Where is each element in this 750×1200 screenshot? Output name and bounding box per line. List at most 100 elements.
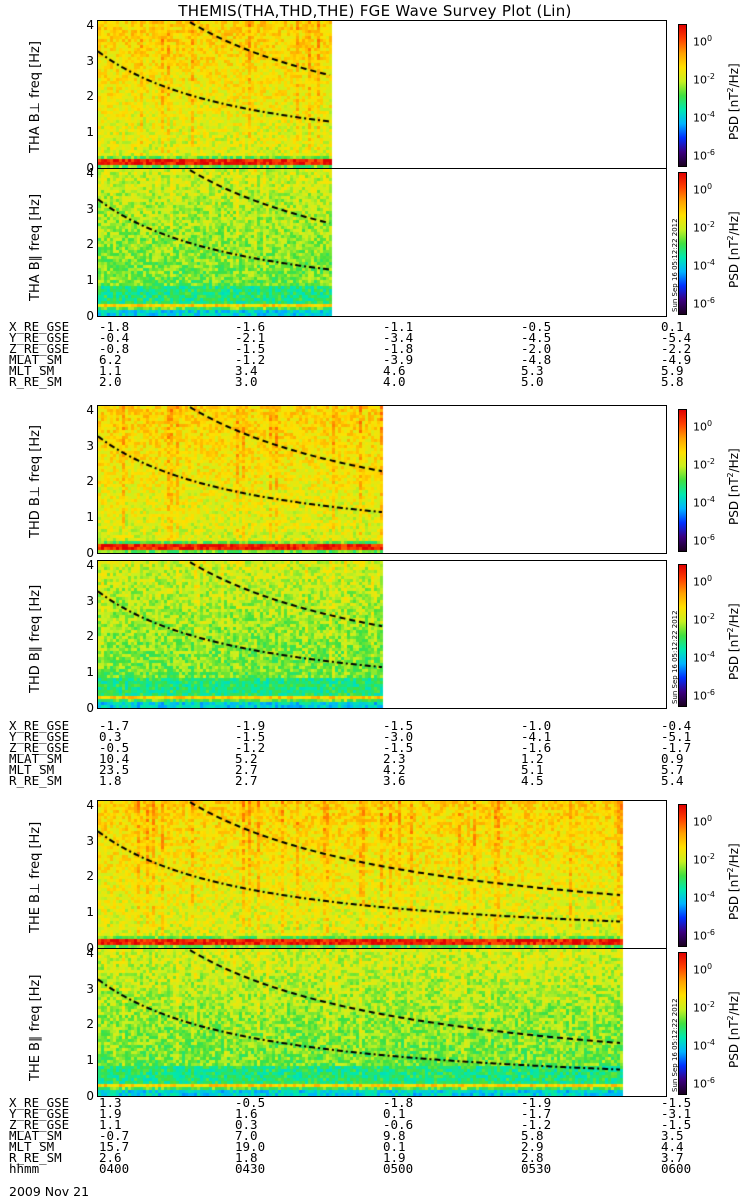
orbit-value: 3.7	[661, 1150, 684, 1165]
orbit-value: 5.9	[661, 363, 684, 378]
orbit-value: 2.7	[235, 773, 258, 788]
orbit-row: Y_RE_GSE -0.4 -2.1 -3.4 -4.5 -5.4	[9, 330, 709, 345]
orbit-label: Z_RE_GSE	[9, 740, 70, 755]
orbit-value: -0.4	[661, 718, 692, 733]
orbit-value: 15.7	[99, 1139, 130, 1154]
freq-tick: 3	[86, 438, 94, 453]
spectrogram-panel	[97, 168, 667, 317]
freq-tick: 2	[86, 89, 94, 104]
orbit-value: 5.8	[661, 374, 684, 389]
orbit-table: X_RE_GSE 1.3 -0.5 -1.8 -1.9 -1.5 Y_RE_GSE 1.9 1.…	[9, 1095, 709, 1176]
orbit-value: 2.8	[521, 1150, 544, 1165]
orbit-value: -2.0	[521, 341, 552, 356]
spectrogram-canvas	[98, 406, 666, 553]
orbit-value: -1.5	[661, 1117, 692, 1132]
orbit-label: X_RE_GSE	[9, 718, 70, 733]
orbit-value: 19.0	[235, 1139, 266, 1154]
freq-tick: 3	[86, 593, 94, 608]
freq-tick: 3	[86, 201, 94, 216]
orbit-label: R_RE_SM	[9, 773, 62, 788]
orbit-value: -4.8	[521, 352, 552, 367]
orbit-row: R_RE_SM 2.0 3.0 4.0 5.0 5.8	[9, 374, 709, 389]
colorbar-tick: 10-2	[693, 457, 715, 472]
orbit-value: 5.0	[521, 374, 544, 389]
orbit-row: R_RE_SM 1.8 2.7 3.6 4.5 5.4	[9, 773, 709, 788]
freq-tick: 3	[86, 53, 94, 68]
orbit-value: -1.5	[661, 1095, 692, 1110]
orbit-value: -2.1	[235, 330, 266, 345]
orbit-value: 23.5	[99, 762, 130, 777]
orbit-label: R_RE_SM	[9, 374, 62, 389]
orbit-value: -0.8	[99, 341, 130, 356]
freq-tick: 4	[86, 946, 94, 960]
freq-tick: 4	[86, 798, 94, 812]
colorbar-tick: 10-2	[693, 220, 715, 235]
orbit-value: -4.1	[521, 729, 552, 744]
orbit-value: -1.6	[521, 740, 552, 755]
colorbar-label: PSD [nT2/Hz]	[726, 603, 741, 680]
colorbar-tick: 10-2	[693, 612, 715, 627]
orbit-label: Y_RE_GSE	[9, 330, 70, 345]
colorbar-tick: 10-4	[693, 890, 715, 905]
orbit-value: 3.4	[235, 363, 258, 378]
colorbar-tick: 10-2	[693, 72, 715, 87]
orbit-value: -3.9	[383, 352, 414, 367]
spectrogram-canvas	[98, 169, 666, 316]
freq-tick: 3	[86, 833, 94, 848]
orbit-value: 1.8	[235, 1150, 258, 1165]
colorbar-label: PSD [nT2/Hz]	[726, 843, 741, 920]
orbit-value: -1.8	[99, 319, 130, 334]
orbit-label: hhmm	[9, 1161, 40, 1176]
orbit-label: X_RE_GSE	[9, 319, 70, 334]
freq-tick: 0	[86, 700, 94, 715]
orbit-value: -0.6	[383, 1117, 414, 1132]
orbit-value: 10.4	[99, 751, 130, 766]
orbit-value: 2.9	[521, 1139, 544, 1154]
orbit-value: 0.3	[99, 729, 122, 744]
orbit-label: MLAT_SM	[9, 352, 62, 367]
orbit-value: 1.8	[99, 773, 122, 788]
orbit-value: 0.1	[661, 319, 684, 334]
spectrogram-canvas	[98, 561, 666, 708]
orbit-value: 6.2	[99, 352, 122, 367]
freq-tick: 0	[86, 940, 94, 955]
colorbar-tick: 10-6	[693, 1076, 715, 1091]
orbit-value: 5.7	[661, 762, 684, 777]
panel-ylabel: THA B⊥ freq [Hz]	[28, 41, 43, 153]
orbit-value: 5.4	[661, 773, 684, 788]
freq-tick: 0	[86, 308, 94, 323]
timestamp-label: Sun Sep 16 05:12:22 2012	[671, 610, 679, 704]
spectrogram-panel	[97, 800, 667, 949]
orbit-value: 9.8	[383, 1128, 406, 1143]
orbit-value: 0.9	[661, 751, 684, 766]
colorbar-tick: 10-2	[693, 852, 715, 867]
orbit-table: X_RE_GSE -1.7 -1.9 -1.5 -1.0 -0.4 Y_RE_GSE 0.3-…	[9, 718, 709, 788]
orbit-value: 4.0	[383, 374, 406, 389]
plot-title: THEMIS(THA,THD,THE) FGE Wave Survey Plot…	[178, 2, 572, 20]
orbit-label: MLT_SM	[9, 762, 55, 777]
orbit-value: 0430	[235, 1161, 266, 1176]
colorbar	[678, 24, 687, 167]
orbit-value: -0.5	[99, 740, 130, 755]
freq-tick: 2	[86, 1017, 94, 1032]
colorbar-tick: 100	[693, 574, 713, 589]
orbit-value: 0530	[521, 1161, 552, 1176]
freq-tick: 1	[86, 1053, 94, 1068]
spectrogram-panel	[97, 560, 667, 709]
orbit-value: 0400	[99, 1161, 130, 1176]
colorbar-tick: 100	[693, 962, 713, 977]
orbit-value: 0600	[661, 1161, 692, 1176]
orbit-value: 1.9	[383, 1150, 406, 1165]
freq-tick: 2	[86, 869, 94, 884]
orbit-value: -1.5	[383, 740, 414, 755]
freq-tick: 0	[86, 160, 94, 175]
orbit-row: Z_RE_GSE -0.5 -1.2 -1.5 -1.6 -1.7	[9, 740, 709, 755]
freq-tick: 2	[86, 474, 94, 489]
orbit-table: X_RE_GSE -1.8 -1.6 -1.1 -0.5 0.1 Y_RE_GSE -0.4-…	[9, 319, 709, 389]
panel-ylabel: THE B⊥ freq [Hz]	[28, 821, 43, 933]
orbit-value: 1.1	[99, 1117, 122, 1132]
orbit-value: -0.5	[521, 319, 552, 334]
orbit-row: MLT_SM 15.7 19.0 0.1 2.9 4.4	[9, 1139, 709, 1154]
orbit-row: MLAT_SM -0.7 7.0 9.8 5.8 3.5	[9, 1128, 709, 1143]
orbit-value: -2.2	[661, 341, 692, 356]
